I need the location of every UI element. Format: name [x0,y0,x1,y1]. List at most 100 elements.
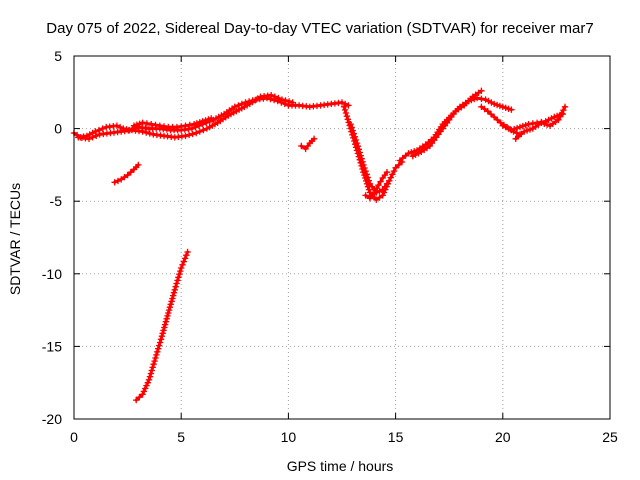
chart-title: Day 075 of 2022, Sidereal Day-to-day VTE… [46,20,593,37]
data-point [405,150,412,157]
data-point [189,130,196,138]
axis-ticks [73,55,611,420]
data-point [341,106,349,114]
data-point [158,333,166,340]
data-point [358,155,365,162]
data-point [148,121,155,128]
x-tick-label: 25 [602,429,618,445]
data-point [186,121,193,129]
data-point [523,127,531,134]
data-point [147,370,155,377]
data-point [159,330,166,337]
data-point [494,116,501,124]
data-point [379,192,386,199]
data-point [502,104,509,111]
data-point [359,158,366,165]
data-point [387,174,394,181]
data-point [561,103,569,110]
data-point [491,113,498,121]
data-point [342,109,350,117]
data-point [193,120,201,127]
data-point [139,391,146,398]
data-point [344,116,351,123]
data-point [373,184,381,192]
data-point [178,264,185,272]
data-point [362,192,369,199]
data-point [541,120,548,127]
data-point [143,129,150,136]
data-point [136,120,143,127]
x-tick-label: 10 [281,429,297,445]
data-point [488,99,495,106]
data-point [145,376,153,383]
data-point [525,121,532,128]
y-tick-label: -10 [42,266,62,282]
x-tick-label: 0 [70,429,78,445]
data-point [165,309,172,317]
data-point [491,100,498,108]
data-point [473,94,481,102]
data-point [139,119,146,126]
data-point [496,102,504,110]
data-point [170,292,177,299]
data-point [526,126,534,133]
data-point [171,286,178,293]
data-point [354,143,362,150]
data-point [127,169,134,176]
data-point [157,336,165,343]
data-point [196,128,203,135]
data-point [351,133,359,140]
data-point [372,187,379,195]
data-point [140,388,148,395]
data-point [271,93,278,100]
data-point [519,123,526,130]
data-point [275,94,282,102]
data-point [155,342,163,349]
data-point [133,396,140,404]
data-point [235,102,242,109]
data-point [558,110,565,117]
data-point [383,169,391,176]
data-point [298,142,305,150]
data-point [513,124,521,132]
data-point [146,130,153,137]
data-point [377,178,384,185]
data-point [361,164,368,172]
data-marks [70,87,569,404]
data-point [175,274,182,281]
y-tick-label: 5 [54,48,62,64]
data-point [353,139,361,147]
data-point [156,122,163,129]
data-point [543,121,551,128]
data-point [184,248,191,256]
data-point [343,113,351,120]
data-point [267,95,274,103]
data-point [200,126,207,134]
data-point [99,125,106,132]
y-tick-label: -15 [42,338,62,354]
data-point [170,289,178,296]
data-point [135,161,142,169]
data-point [499,122,506,129]
data-point [133,121,141,128]
data-point [193,129,200,137]
data-point [111,179,118,186]
data-point [161,321,169,328]
data-point [208,115,215,122]
data-point [356,149,363,156]
y-tick-label: 0 [54,121,62,137]
data-point [482,96,489,103]
data-point [165,306,173,314]
data-point [386,177,393,185]
data-point [282,97,289,104]
data-point [522,122,529,129]
data-point [92,128,99,135]
data-point [202,117,209,124]
data-point [89,134,96,141]
data-point [190,121,198,128]
data-point [152,354,159,362]
data-point [185,131,193,139]
data-point [205,116,212,123]
data-point [508,126,515,134]
data-point [168,298,175,305]
